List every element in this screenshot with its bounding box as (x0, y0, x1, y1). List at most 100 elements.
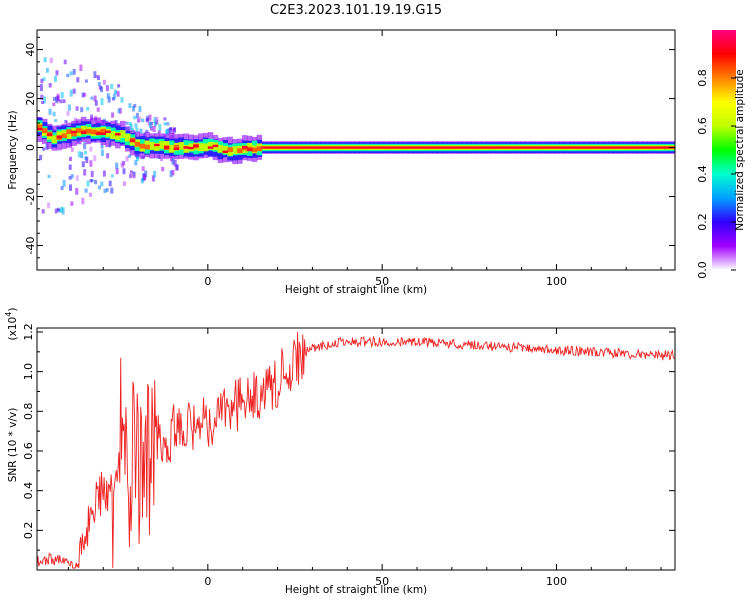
heatmap-cell (612, 146, 619, 149)
heatmap-cell (105, 130, 111, 133)
heatmap-speck (89, 146, 93, 152)
heatmap-speck (83, 92, 86, 97)
heatmap-cell (588, 146, 594, 149)
heatmap-cell (271, 146, 277, 149)
spectrogram-x-tick-label: 0 (204, 275, 211, 288)
snr-y-tick-label: 0.4 (22, 482, 35, 500)
heatmap-speck (93, 95, 97, 102)
heatmap-speck (80, 151, 84, 159)
snr-x-tick-label: 100 (546, 575, 567, 588)
heatmap-cell (222, 145, 228, 154)
heatmap-speck (132, 171, 136, 179)
heatmap-cell (437, 146, 443, 149)
heatmap-speck (49, 57, 53, 64)
heatmap-speck (89, 179, 93, 183)
heatmap-cell (393, 146, 399, 149)
heatmap-speck (68, 176, 72, 180)
heatmap-speck (171, 169, 175, 176)
heatmap-speck (121, 164, 125, 168)
heatmap-speck (69, 71, 73, 76)
heatmap-cell (603, 146, 609, 149)
heatmap-speck (54, 75, 57, 82)
heatmap-cell (66, 131, 72, 140)
heatmap-speck (132, 106, 135, 112)
heatmap-cell (207, 146, 214, 149)
heatmap-speck (45, 67, 49, 73)
colorbar-tick-label: 0.4 (696, 165, 709, 183)
heatmap-cell (451, 146, 458, 149)
heatmap-cell (178, 142, 184, 150)
heatmap-speck (135, 127, 139, 133)
heatmap-cell (154, 143, 160, 147)
snr-y-tick-label: 0.2 (22, 522, 35, 540)
heatmap-cell (227, 147, 233, 152)
heatmap-speck (83, 142, 87, 150)
heatmap-speck (62, 179, 66, 187)
snr-multiplier-close: ) (7, 308, 19, 312)
heatmap-cell (115, 132, 121, 140)
heatmap-speck (145, 129, 149, 134)
heatmap-speck (42, 77, 46, 82)
heatmap-speck (117, 108, 121, 114)
heatmap-cell (525, 146, 531, 149)
heatmap-cell (598, 146, 604, 149)
heatmap-speck (95, 75, 99, 79)
heatmap-cell (285, 146, 292, 149)
heatmap-speck (52, 111, 56, 117)
heatmap-speck (60, 186, 64, 191)
heatmap-cell (627, 146, 634, 149)
heatmap-speck (94, 100, 98, 106)
heatmap-speck (89, 192, 92, 197)
heatmap-cell (647, 146, 653, 149)
heatmap-speck (157, 130, 161, 134)
heatmap-speck (105, 85, 109, 92)
heatmap-speck (79, 64, 83, 72)
heatmap-cell (417, 146, 424, 149)
spectrogram-heatmap (37, 57, 675, 215)
heatmap-cell (124, 133, 131, 142)
heatmap-cell (212, 144, 219, 148)
heatmap-speck (42, 147, 46, 151)
spectrogram-panel: 0 50 100 -40 -20 0 20 40 Height of straight lin… (7, 29, 676, 296)
heatmap-cell (412, 146, 419, 149)
heatmap-speck (73, 117, 77, 123)
heatmap-speck (54, 119, 58, 123)
heatmap-cell (652, 146, 658, 149)
heatmap-cell (364, 146, 370, 149)
heatmap-speck (105, 188, 109, 192)
heatmap-cell (398, 146, 404, 149)
heatmap-speck (76, 77, 80, 83)
heatmap-cell (354, 146, 360, 149)
heatmap-speck (72, 69, 76, 75)
heatmap-cell (447, 146, 453, 149)
heatmap-speck (158, 124, 162, 131)
heatmap-speck (81, 197, 85, 205)
snr-series (37, 331, 675, 569)
heatmap-cell (642, 146, 648, 149)
heatmap-speck (171, 158, 175, 165)
heatmap-speck (142, 175, 146, 181)
heatmap-speck (85, 156, 89, 164)
heatmap-cell (661, 146, 668, 149)
heatmap-cell (456, 146, 463, 149)
heatmap-cell (173, 147, 180, 150)
heatmap-speck (69, 184, 72, 191)
heatmap-speck (100, 144, 104, 149)
heatmap-speck (138, 116, 142, 122)
heatmap-cell (37, 128, 43, 131)
heatmap-cell (656, 146, 663, 149)
heatmap-speck (115, 162, 119, 170)
heatmap-speck (148, 114, 152, 121)
heatmap-cell (329, 146, 336, 149)
heatmap-speck (141, 166, 145, 172)
heatmap-speck (149, 125, 153, 131)
heatmap-speck (55, 70, 59, 76)
heatmap-speck (59, 99, 63, 104)
heatmap-speck (114, 89, 117, 95)
spectrogram-frame (36, 29, 676, 271)
heatmap-speck (175, 165, 179, 171)
heatmap-cell (129, 139, 136, 142)
heatmap-speck (134, 160, 138, 166)
colorbar-tick-label: 0.8 (696, 69, 709, 87)
